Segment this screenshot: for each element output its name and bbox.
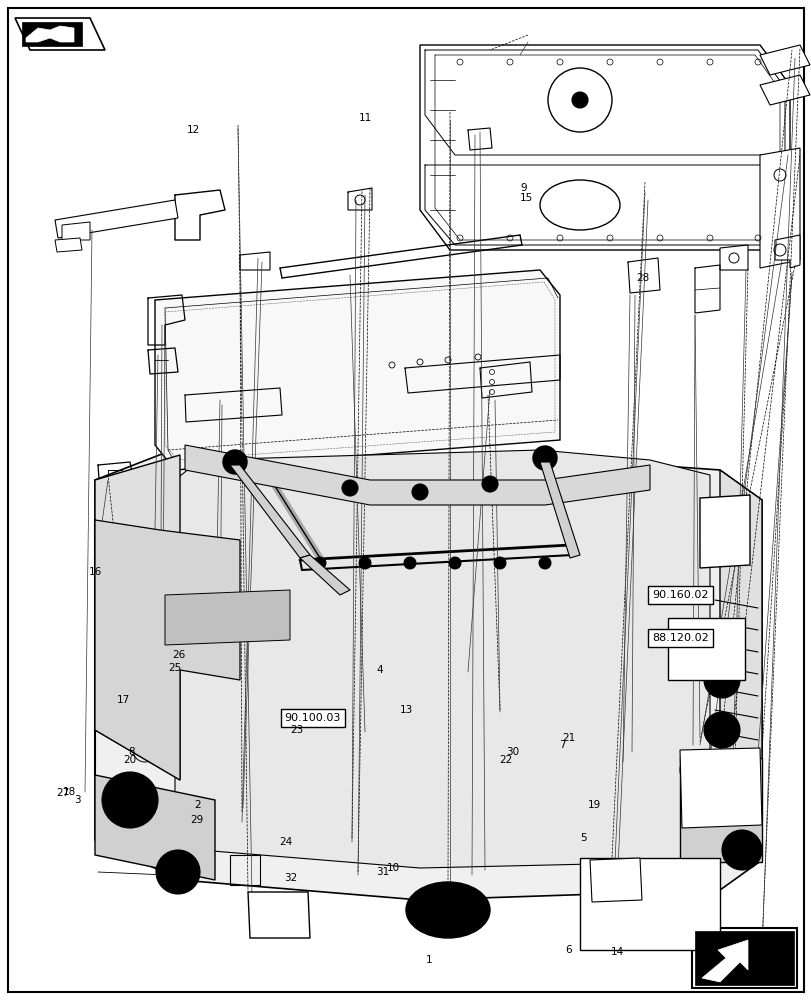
Polygon shape xyxy=(759,148,799,268)
Text: 32: 32 xyxy=(284,873,297,883)
Text: 15: 15 xyxy=(519,193,532,203)
Polygon shape xyxy=(55,238,82,252)
Polygon shape xyxy=(175,450,709,868)
Circle shape xyxy=(482,476,497,492)
Polygon shape xyxy=(699,495,749,568)
Text: 4: 4 xyxy=(376,665,383,675)
Polygon shape xyxy=(579,858,719,950)
Text: 13: 13 xyxy=(399,705,412,715)
Polygon shape xyxy=(95,455,180,780)
Polygon shape xyxy=(22,22,82,46)
Circle shape xyxy=(493,557,505,569)
Polygon shape xyxy=(185,445,649,505)
Circle shape xyxy=(448,557,461,569)
Polygon shape xyxy=(667,618,744,680)
Polygon shape xyxy=(679,758,761,862)
Text: 16: 16 xyxy=(89,567,102,577)
Text: 29: 29 xyxy=(190,815,203,825)
Text: 18: 18 xyxy=(62,787,75,797)
Polygon shape xyxy=(719,470,761,858)
Text: 31: 31 xyxy=(376,867,389,877)
Text: 6: 6 xyxy=(564,945,571,955)
Polygon shape xyxy=(759,45,809,75)
Text: 90.100.03: 90.100.03 xyxy=(284,713,341,723)
Text: 22: 22 xyxy=(499,755,512,765)
Ellipse shape xyxy=(406,882,489,938)
Text: 12: 12 xyxy=(187,125,200,135)
Circle shape xyxy=(156,850,200,894)
Polygon shape xyxy=(230,465,310,558)
Polygon shape xyxy=(759,75,809,105)
Polygon shape xyxy=(299,555,350,595)
Polygon shape xyxy=(590,858,642,902)
Polygon shape xyxy=(679,748,761,828)
Text: 28: 28 xyxy=(636,273,649,283)
Bar xyxy=(691,928,796,988)
Polygon shape xyxy=(702,940,747,982)
Text: 21: 21 xyxy=(561,733,574,743)
Text: 3: 3 xyxy=(74,795,80,805)
Polygon shape xyxy=(247,892,310,938)
Text: 88.120.02: 88.120.02 xyxy=(651,633,708,643)
Text: 19: 19 xyxy=(587,800,600,810)
Text: 2: 2 xyxy=(194,800,200,810)
Polygon shape xyxy=(55,200,178,238)
Circle shape xyxy=(532,446,556,470)
Polygon shape xyxy=(95,445,761,900)
Circle shape xyxy=(679,750,719,790)
Text: 25: 25 xyxy=(168,663,181,673)
Text: 23: 23 xyxy=(290,725,303,735)
Polygon shape xyxy=(95,775,215,880)
Text: 10: 10 xyxy=(387,863,400,873)
Polygon shape xyxy=(155,270,560,470)
Circle shape xyxy=(571,92,587,108)
Polygon shape xyxy=(719,245,747,270)
Polygon shape xyxy=(165,590,290,645)
Text: 26: 26 xyxy=(172,650,185,660)
Text: 20: 20 xyxy=(123,755,136,765)
Polygon shape xyxy=(539,462,579,558)
Text: 14: 14 xyxy=(610,947,623,957)
Polygon shape xyxy=(26,26,74,42)
Circle shape xyxy=(102,772,158,828)
Text: 30: 30 xyxy=(506,747,519,757)
Text: 5: 5 xyxy=(579,833,586,843)
Polygon shape xyxy=(95,520,240,780)
Text: 17: 17 xyxy=(117,695,130,705)
Polygon shape xyxy=(419,45,789,250)
Polygon shape xyxy=(15,18,105,50)
Circle shape xyxy=(411,484,427,500)
Circle shape xyxy=(539,557,551,569)
Text: 24: 24 xyxy=(279,837,292,847)
Polygon shape xyxy=(774,235,799,268)
Polygon shape xyxy=(694,931,793,985)
Polygon shape xyxy=(62,222,90,240)
Text: 9: 9 xyxy=(520,183,526,193)
Circle shape xyxy=(703,712,739,748)
Circle shape xyxy=(721,830,761,870)
Circle shape xyxy=(314,557,325,569)
Circle shape xyxy=(223,450,247,474)
Text: 27: 27 xyxy=(57,788,70,798)
Circle shape xyxy=(341,480,358,496)
Text: 7: 7 xyxy=(559,740,565,750)
Circle shape xyxy=(703,662,739,698)
Text: 90.160.02: 90.160.02 xyxy=(651,590,708,600)
Text: 11: 11 xyxy=(358,113,371,123)
Text: 1: 1 xyxy=(425,955,431,965)
Text: 8: 8 xyxy=(128,747,135,757)
Circle shape xyxy=(404,557,415,569)
Circle shape xyxy=(358,557,371,569)
